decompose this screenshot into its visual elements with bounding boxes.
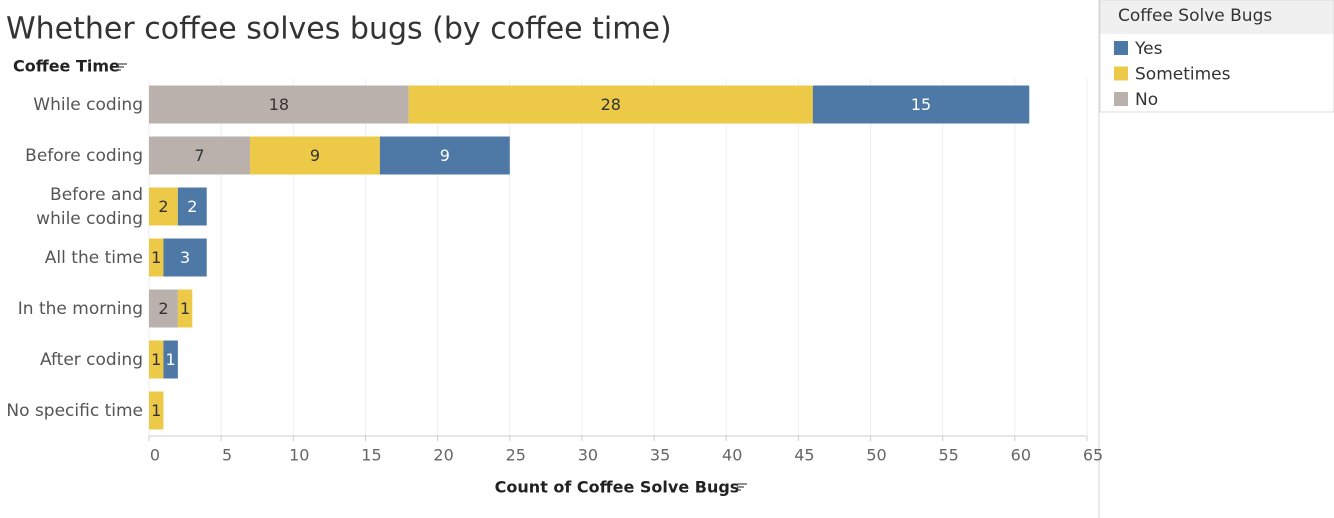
x-tick-label: 55 xyxy=(939,446,959,465)
bar-segment xyxy=(163,238,207,277)
y-tick-label: After coding xyxy=(39,349,143,370)
legend-header xyxy=(1100,0,1334,34)
data-label: 1 xyxy=(166,350,176,369)
bar-segment xyxy=(177,187,207,226)
x-tick-label: 20 xyxy=(433,446,453,465)
x-tick-label: 65 xyxy=(1083,446,1103,465)
data-label: 1 xyxy=(151,350,161,369)
bar-segment xyxy=(379,136,510,175)
x-tick-label: 60 xyxy=(1011,446,1031,465)
x-axis-title: Count of Coffee Solve Bugs xyxy=(495,478,740,497)
data-label: 9 xyxy=(310,146,320,165)
bar-segment xyxy=(149,340,164,379)
x-tick-label: 25 xyxy=(506,446,526,465)
data-label: 2 xyxy=(158,299,168,318)
legend-swatch xyxy=(1114,92,1128,106)
sort-icon[interactable] xyxy=(117,63,127,71)
x-tick-label: 15 xyxy=(361,446,381,465)
legend-box xyxy=(1099,0,1334,113)
data-label: 1 xyxy=(180,299,190,318)
legend-label: Yes xyxy=(1134,39,1163,59)
x-tick-label: 10 xyxy=(289,446,309,465)
legend-label: Sometimes xyxy=(1135,65,1231,85)
y-tick-label: No specific time xyxy=(6,400,143,421)
data-label: 28 xyxy=(601,95,621,114)
y-tick-label: In the morning xyxy=(17,298,143,319)
legend-swatch xyxy=(1114,41,1128,55)
x-tick-label: 35 xyxy=(650,446,670,465)
x-tick-label: 5 xyxy=(222,446,232,465)
y-tick-label: Before and while coding xyxy=(36,184,143,229)
bar-segment xyxy=(149,187,178,226)
bar-segment xyxy=(812,85,1030,124)
x-tick-label: 40 xyxy=(722,446,742,465)
data-label: 15 xyxy=(911,95,931,114)
legend-label: No xyxy=(1135,90,1158,110)
data-label: 18 xyxy=(269,95,289,114)
bar-segment xyxy=(149,238,164,277)
legend-swatch xyxy=(1114,66,1128,81)
chart-title: Whether coffee solves bugs (by coffee ti… xyxy=(6,12,672,47)
y-tick-label: Before coding xyxy=(25,145,143,166)
y-tick-label: All the time xyxy=(44,247,143,268)
bar-segment xyxy=(408,85,813,124)
data-label: 2 xyxy=(158,197,168,216)
sort-icon[interactable] xyxy=(737,483,747,491)
x-tick-label: 0 xyxy=(150,446,160,465)
bar-segment xyxy=(250,136,380,175)
data-label: 9 xyxy=(440,146,450,165)
x-tick-label: 45 xyxy=(794,446,814,465)
data-label: 2 xyxy=(187,197,197,216)
bar-segment xyxy=(163,340,178,379)
data-label: 1 xyxy=(151,248,161,267)
data-label: 7 xyxy=(194,146,204,165)
bar-segment xyxy=(149,289,178,328)
x-tick-label: 30 xyxy=(578,446,598,465)
bar-segment xyxy=(149,391,164,430)
data-label: 3 xyxy=(180,248,190,267)
y-axis-title: Coffee Time xyxy=(13,57,120,76)
x-tick-label: 50 xyxy=(866,446,886,465)
bar-segment xyxy=(149,85,409,124)
y-tick-label: While coding xyxy=(33,94,143,115)
bar-segment xyxy=(177,289,193,328)
data-label: 1 xyxy=(151,401,161,420)
legend-title: Coffee Solve Bugs xyxy=(1118,6,1272,26)
bar-segment xyxy=(149,136,251,175)
